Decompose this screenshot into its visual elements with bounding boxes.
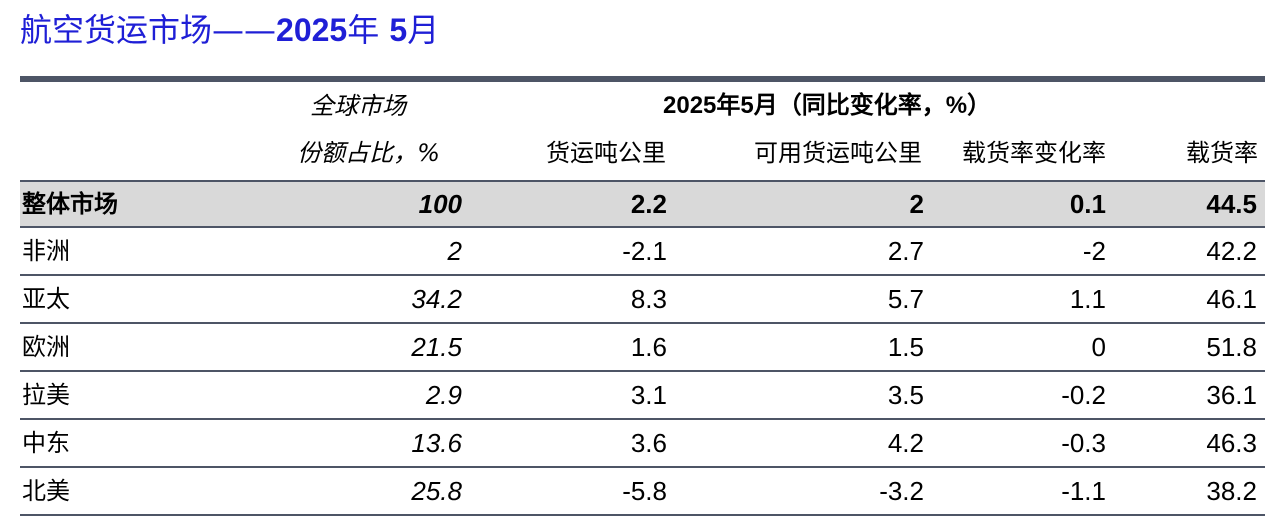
share-value: 21.5	[411, 332, 462, 362]
ctk-value: 3.6	[630, 428, 667, 458]
table-row: 北美 25.8 -5.8 -3.2 -1.1 38.2	[20, 468, 1265, 516]
region-label: 欧洲	[22, 333, 70, 361]
title-month: 5	[389, 12, 408, 48]
ctk-value: 2.2	[630, 189, 667, 219]
ctk-value: -2.1	[622, 236, 667, 266]
share-value: 34.2	[411, 284, 462, 314]
actk-value: -3.2	[879, 476, 924, 506]
lf-change-value: -2	[1082, 236, 1106, 266]
table-top-rule	[20, 76, 1265, 82]
ctk-value: -5.8	[622, 476, 667, 506]
lf-change-value: -1.1	[1061, 476, 1106, 506]
lf-change-value: 0.1	[1069, 189, 1106, 219]
lf-value: 44.5	[1206, 189, 1257, 219]
group-header: 2025年5月（同比变化率，%）	[663, 92, 992, 119]
lf-value: 38.2	[1206, 476, 1257, 506]
ctk-value: 1.6	[630, 332, 667, 362]
actk-value: 1.5	[887, 332, 924, 362]
lf-value: 36.1	[1206, 380, 1257, 410]
lf-value: 46.1	[1206, 284, 1257, 314]
ctk-value: 8.3	[630, 284, 667, 314]
lf-change-value: -0.3	[1061, 428, 1106, 458]
region-label: 整体市场	[22, 190, 118, 218]
region-label: 非洲	[22, 237, 70, 265]
title-month-suffix: 月	[407, 11, 440, 49]
share-value: 13.6	[411, 428, 462, 458]
actk-value: 4.2	[887, 428, 924, 458]
title-year-suffix: 年	[347, 11, 390, 49]
page-title: 航空货运市场——2025年 5月	[20, 8, 439, 52]
region-label: 北美	[22, 477, 70, 505]
title-prefix: 航空货运市场——	[20, 11, 277, 49]
actk-value: 2.7	[887, 236, 924, 266]
actk-value: 2	[909, 189, 924, 219]
region-label: 亚太	[22, 285, 70, 313]
table-row: 中东 13.6 3.6 4.2 -0.3 46.3	[20, 420, 1265, 468]
table-row: 非洲 2 -2.1 2.7 -2 42.2	[20, 228, 1265, 276]
lf-change-value: 1.1	[1069, 284, 1106, 314]
col-header-actk: 可用货运吨公里	[754, 139, 922, 167]
share-header-line1: 全球市场	[310, 92, 406, 120]
share-value: 25.8	[411, 476, 462, 506]
title-year: 2025	[276, 12, 348, 48]
col-header-lf-change: 载货率变化率	[962, 139, 1106, 167]
share-value: 2.9	[425, 380, 462, 410]
lf-change-value: 0	[1091, 332, 1106, 362]
lf-value: 42.2	[1206, 236, 1257, 266]
table-row: 拉美 2.9 3.1 3.5 -0.2 36.1	[20, 372, 1265, 420]
region-label: 中东	[22, 429, 70, 457]
region-label: 拉美	[22, 381, 70, 409]
col-header-ctk: 货运吨公里	[546, 139, 666, 167]
table-row-total: 整体市场 100 2.2 2 0.1 44.5	[20, 180, 1265, 228]
share-value: 100	[418, 189, 462, 219]
lf-value: 51.8	[1206, 332, 1257, 362]
col-header-lf: 载货率	[1186, 139, 1258, 167]
share-header-line2: 份额占比，%	[297, 139, 440, 167]
actk-value: 3.5	[887, 380, 924, 410]
lf-value: 46.3	[1206, 428, 1257, 458]
share-value: 2	[447, 236, 462, 266]
ctk-value: 3.1	[630, 380, 667, 410]
actk-value: 5.7	[887, 284, 924, 314]
lf-change-value: -0.2	[1061, 380, 1106, 410]
table-row: 欧洲 21.5 1.6 1.5 0 51.8	[20, 324, 1265, 372]
table-row: 亚太 34.2 8.3 5.7 1.1 46.1	[20, 276, 1265, 324]
